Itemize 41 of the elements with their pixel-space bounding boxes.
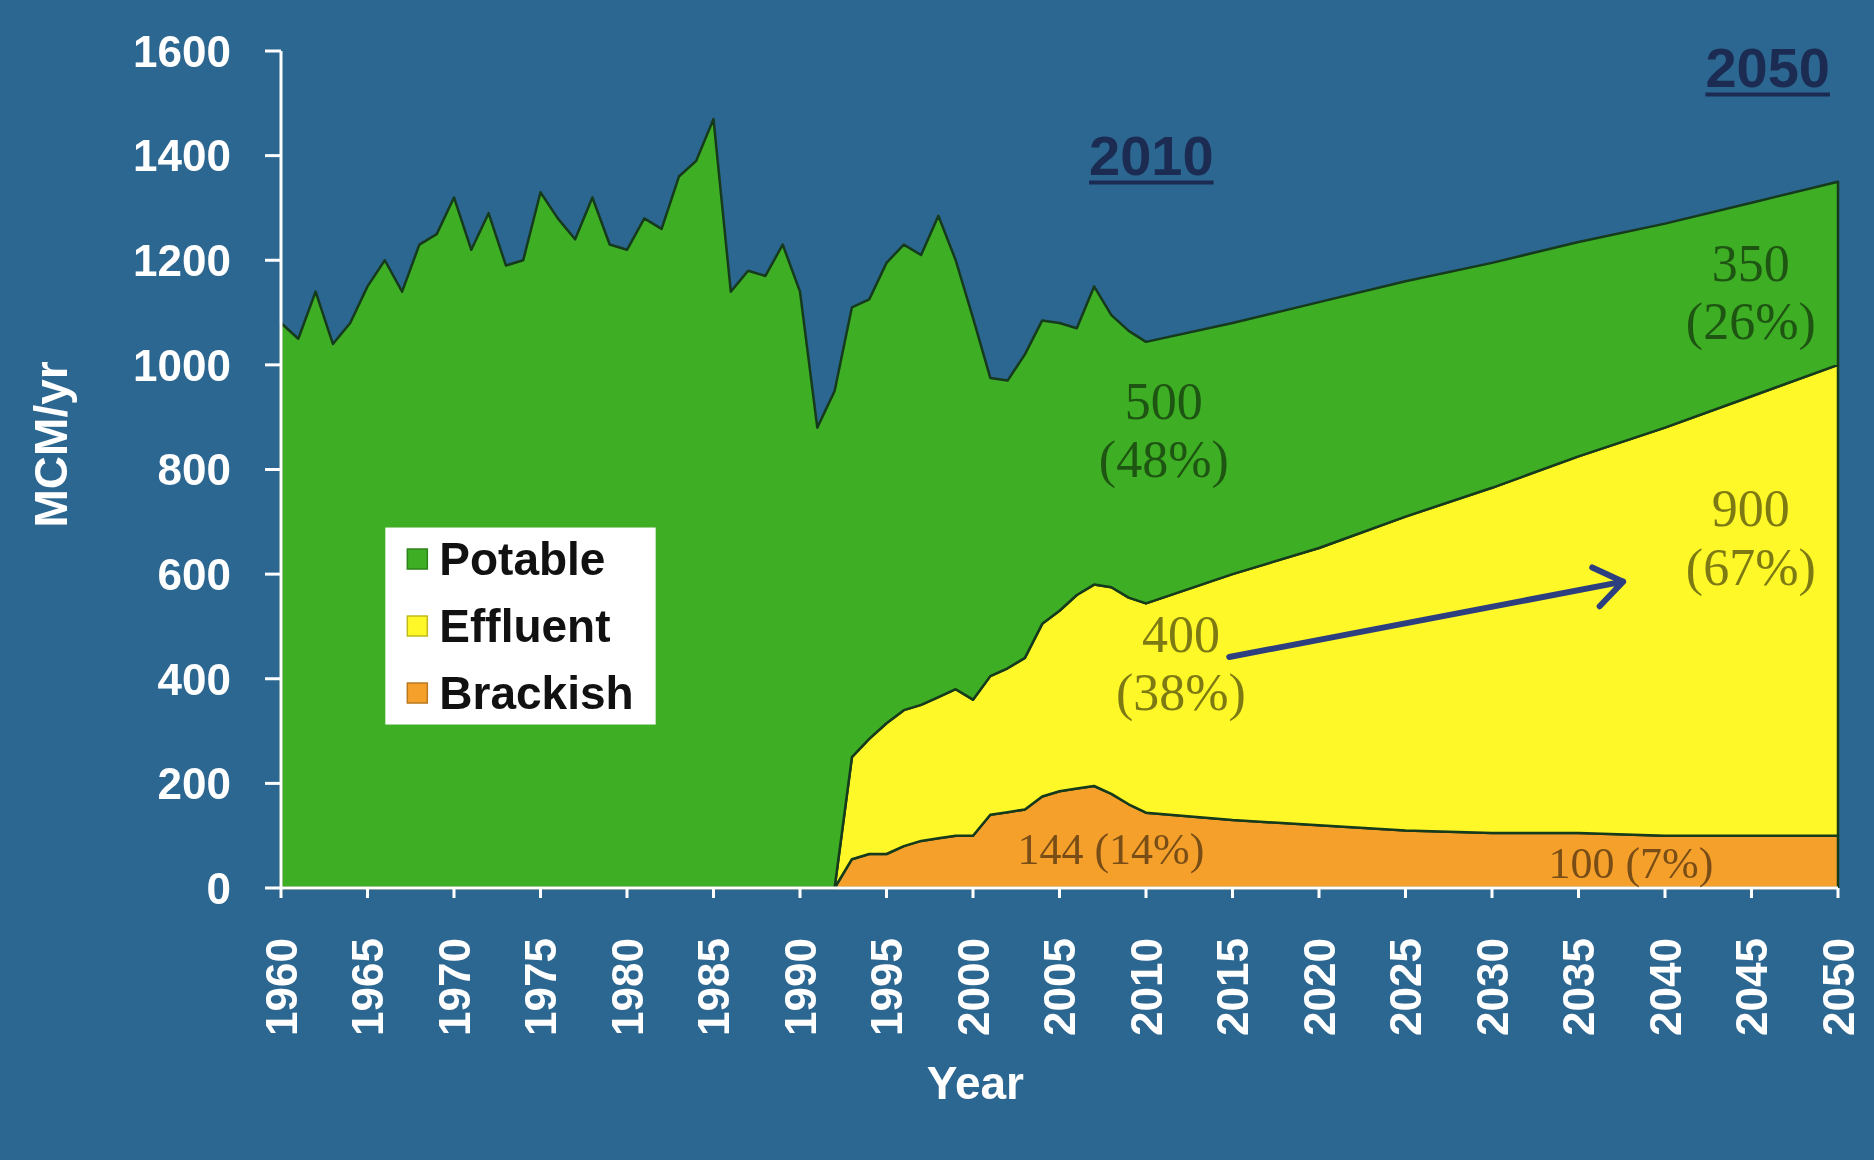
y-tick-label: 0 [206,863,231,913]
x-tick-label: 1980 [602,938,652,1036]
annotation: 900 (67%) [1685,480,1816,597]
annotation: 144 (14%) [1017,825,1205,875]
x-tick-label: 1965 [343,938,392,1036]
annotation: 350 (26%) [1685,234,1816,351]
x-tick-label: 2050 [1813,938,1863,1036]
x-tick-label: 2030 [1467,938,1517,1036]
series-label: Potable [439,533,606,586]
x-tick-label: 2015 [1208,938,1257,1036]
x-tick-label: 2000 [948,938,998,1036]
annotation: 100 (7%) [1548,839,1714,889]
x-tick-label: 2020 [1294,938,1344,1036]
x-tick-label: 2010 [1121,938,1171,1036]
x-tick-label: 1960 [256,938,306,1036]
x-tick-label: 2045 [1727,938,1776,1036]
annotation: 500 (48%) [1098,373,1229,490]
legend-label: Brackish [439,667,634,720]
annotation: 400 (38%) [1115,605,1246,723]
x-tick-label: 2035 [1554,938,1603,1036]
x-tick-label: 1970 [429,938,479,1036]
x-tick-label: 1990 [775,938,825,1036]
y-tick-label: 1000 [133,340,231,390]
x-axis-title: Year [926,1057,1025,1109]
legend-label: Effluent [439,600,611,653]
x-tick-label: 2040 [1640,938,1690,1036]
y-tick-label: 400 [157,654,231,704]
y-tick-label: 200 [157,759,231,809]
x-tick-label: 2025 [1381,938,1430,1036]
x-tick-label: 1995 [862,938,911,1036]
y-tick-label: 1600 [133,26,231,76]
annotation: 2050 [1705,36,1830,100]
y-tick-label: 1400 [133,131,231,181]
x-tick-label: 1975 [516,938,565,1036]
y-axis-title: MCM/yr [25,361,77,528]
annotation: 2010 [1089,124,1214,188]
y-tick-label: 1200 [133,236,231,286]
x-tick-label: 2005 [1035,938,1084,1036]
y-tick-label: 600 [157,549,231,599]
y-tick-label: 800 [157,445,231,495]
x-tick-label: 1985 [689,938,738,1036]
